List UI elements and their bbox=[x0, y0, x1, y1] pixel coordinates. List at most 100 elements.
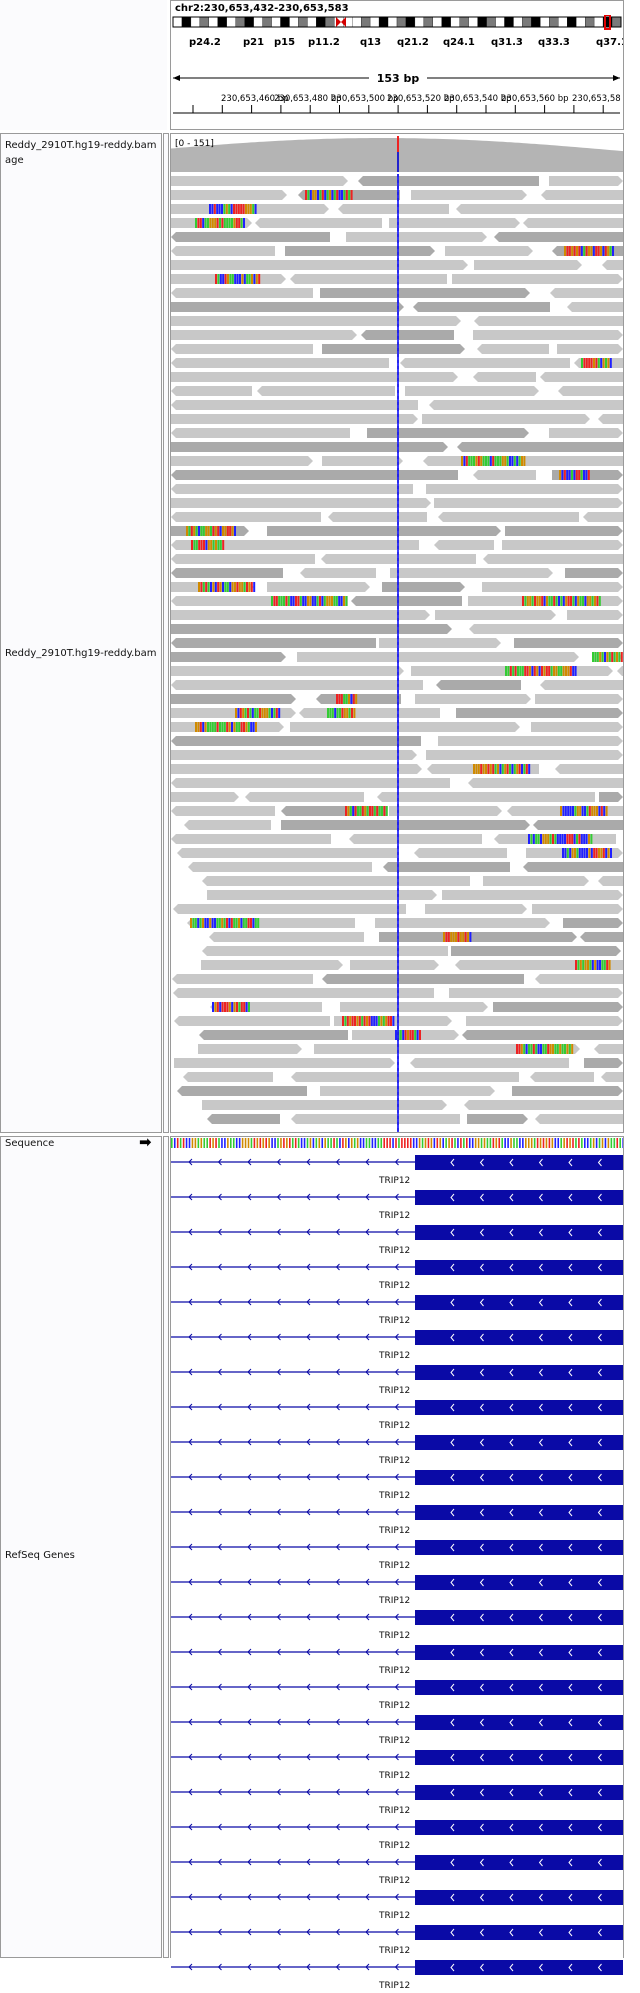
aligned-read[interactable] bbox=[598, 414, 623, 424]
aligned-read[interactable] bbox=[171, 764, 422, 774]
alignment-track[interactable] bbox=[171, 174, 623, 1132]
aligned-read[interactable] bbox=[171, 568, 283, 578]
aligned-read[interactable] bbox=[466, 1016, 623, 1026]
aligned-read[interactable] bbox=[379, 932, 577, 942]
gene-feature[interactable] bbox=[171, 1888, 623, 1910]
aligned-read[interactable] bbox=[351, 596, 462, 606]
gene-feature[interactable] bbox=[171, 1188, 623, 1210]
aligned-read[interactable] bbox=[535, 1114, 623, 1124]
aligned-read[interactable] bbox=[171, 652, 286, 662]
aligned-read[interactable] bbox=[174, 1058, 395, 1068]
gene-row[interactable]: TRIP12 bbox=[171, 1783, 623, 1818]
aligned-read[interactable] bbox=[426, 484, 623, 494]
gene-exon[interactable] bbox=[415, 1295, 623, 1310]
aligned-read[interactable] bbox=[201, 960, 343, 970]
aligned-read[interactable] bbox=[483, 876, 589, 886]
aligned-read[interactable] bbox=[583, 512, 623, 522]
gene-feature[interactable] bbox=[171, 1923, 623, 1945]
aligned-read[interactable] bbox=[426, 750, 623, 760]
aligned-read[interactable] bbox=[171, 666, 404, 676]
gene-feature[interactable] bbox=[171, 1818, 623, 1840]
aligned-read[interactable] bbox=[457, 442, 623, 452]
aligned-read[interactable] bbox=[171, 736, 421, 746]
aligned-read[interactable] bbox=[171, 386, 252, 396]
gene-feature[interactable] bbox=[171, 1853, 623, 1875]
gene-row[interactable]: TRIP12 bbox=[171, 1958, 623, 1993]
aligned-read[interactable] bbox=[382, 582, 465, 592]
gene-feature[interactable] bbox=[171, 1468, 623, 1490]
gene-feature[interactable] bbox=[171, 1503, 623, 1525]
aligned-read[interactable] bbox=[523, 862, 623, 872]
aligned-read[interactable] bbox=[171, 400, 418, 410]
gene-feature[interactable] bbox=[171, 1783, 623, 1805]
gene-row[interactable]: TRIP12 bbox=[171, 1363, 623, 1398]
aligned-read[interactable] bbox=[442, 890, 623, 900]
aligned-read[interactable] bbox=[473, 470, 536, 480]
gene-feature[interactable] bbox=[171, 1398, 623, 1420]
aligned-read[interactable] bbox=[171, 260, 468, 270]
gene-exon[interactable] bbox=[415, 1750, 623, 1765]
aligned-read[interactable] bbox=[171, 834, 331, 844]
gene-exon[interactable] bbox=[415, 1715, 623, 1730]
aligned-read[interactable] bbox=[474, 260, 582, 270]
aligned-read[interactable] bbox=[314, 1044, 580, 1054]
aligned-read[interactable] bbox=[173, 988, 434, 998]
refseq-genes-track[interactable]: TRIP12 TRIP12 TRIP12 TRIP12 TRIP12 TRIP1… bbox=[171, 1153, 623, 1991]
gene-exon[interactable] bbox=[415, 1820, 623, 1835]
aligned-read[interactable] bbox=[493, 1002, 623, 1012]
aligned-read[interactable] bbox=[580, 932, 623, 942]
aligned-read[interactable] bbox=[328, 512, 427, 522]
gene-row[interactable]: TRIP12 bbox=[171, 1223, 623, 1258]
gene-row[interactable]: TRIP12 bbox=[171, 1643, 623, 1678]
aligned-read[interactable] bbox=[171, 344, 313, 354]
feature-panel[interactable]: TRIP12 TRIP12 TRIP12 TRIP12 TRIP12 TRIP1… bbox=[170, 1136, 624, 1991]
aligned-read[interactable] bbox=[567, 610, 623, 620]
gene-feature[interactable] bbox=[171, 1153, 623, 1175]
alignment-track-label[interactable]: Reddy_2910T.hg19-reddy.bam bbox=[5, 648, 157, 659]
aligned-read[interactable] bbox=[173, 904, 406, 914]
aligned-read[interactable] bbox=[549, 176, 623, 186]
aligned-read[interactable] bbox=[438, 512, 579, 522]
aligned-read[interactable] bbox=[494, 232, 623, 242]
aligned-read[interactable] bbox=[171, 498, 431, 508]
aligned-read[interactable] bbox=[177, 848, 397, 858]
gene-row[interactable]: TRIP12 bbox=[171, 1538, 623, 1573]
aligned-read[interactable] bbox=[598, 876, 623, 886]
gene-row[interactable]: TRIP12 bbox=[171, 1608, 623, 1643]
aligned-read[interactable] bbox=[207, 1114, 280, 1124]
aligned-read[interactable] bbox=[438, 736, 623, 746]
aligned-read[interactable] bbox=[540, 372, 623, 382]
aligned-read[interactable] bbox=[171, 358, 389, 368]
coverage-track-label[interactable]: Reddy_2910T.hg19-reddy.bam Coverage bbox=[5, 140, 160, 151]
aligned-read[interactable] bbox=[405, 386, 539, 396]
aligned-read[interactable] bbox=[514, 638, 623, 648]
aligned-read[interactable] bbox=[505, 526, 623, 536]
aligned-read[interactable] bbox=[567, 302, 623, 312]
aligned-read[interactable] bbox=[452, 274, 623, 284]
aligned-read[interactable] bbox=[549, 428, 623, 438]
gene-exon[interactable] bbox=[415, 1855, 623, 1870]
gene-exon[interactable] bbox=[415, 1540, 623, 1555]
strand-arrow-icon[interactable]: ➡ bbox=[139, 1133, 152, 1151]
gene-row[interactable]: TRIP12 bbox=[171, 1433, 623, 1468]
aligned-read[interactable] bbox=[473, 372, 536, 382]
gene-feature[interactable] bbox=[171, 1678, 623, 1700]
aligned-read[interactable] bbox=[535, 974, 623, 984]
gene-exon[interactable] bbox=[415, 1190, 623, 1205]
aligned-read[interactable] bbox=[358, 176, 539, 186]
aligned-read[interactable] bbox=[602, 260, 623, 270]
gene-exon[interactable] bbox=[415, 1575, 623, 1590]
aligned-read[interactable] bbox=[171, 190, 287, 200]
gene-feature[interactable] bbox=[171, 1573, 623, 1595]
aligned-read[interactable] bbox=[346, 232, 487, 242]
gene-feature[interactable] bbox=[171, 1223, 623, 1245]
gene-exon[interactable] bbox=[415, 1505, 623, 1520]
aligned-read[interactable] bbox=[171, 330, 357, 340]
aligned-read[interactable] bbox=[530, 1072, 594, 1082]
gene-exon[interactable] bbox=[415, 1960, 623, 1975]
aligned-read[interactable] bbox=[422, 414, 590, 424]
aligned-read[interactable] bbox=[541, 190, 623, 200]
aligned-read[interactable] bbox=[413, 302, 550, 312]
aligned-read[interactable] bbox=[300, 568, 376, 578]
aligned-read[interactable] bbox=[477, 344, 549, 354]
